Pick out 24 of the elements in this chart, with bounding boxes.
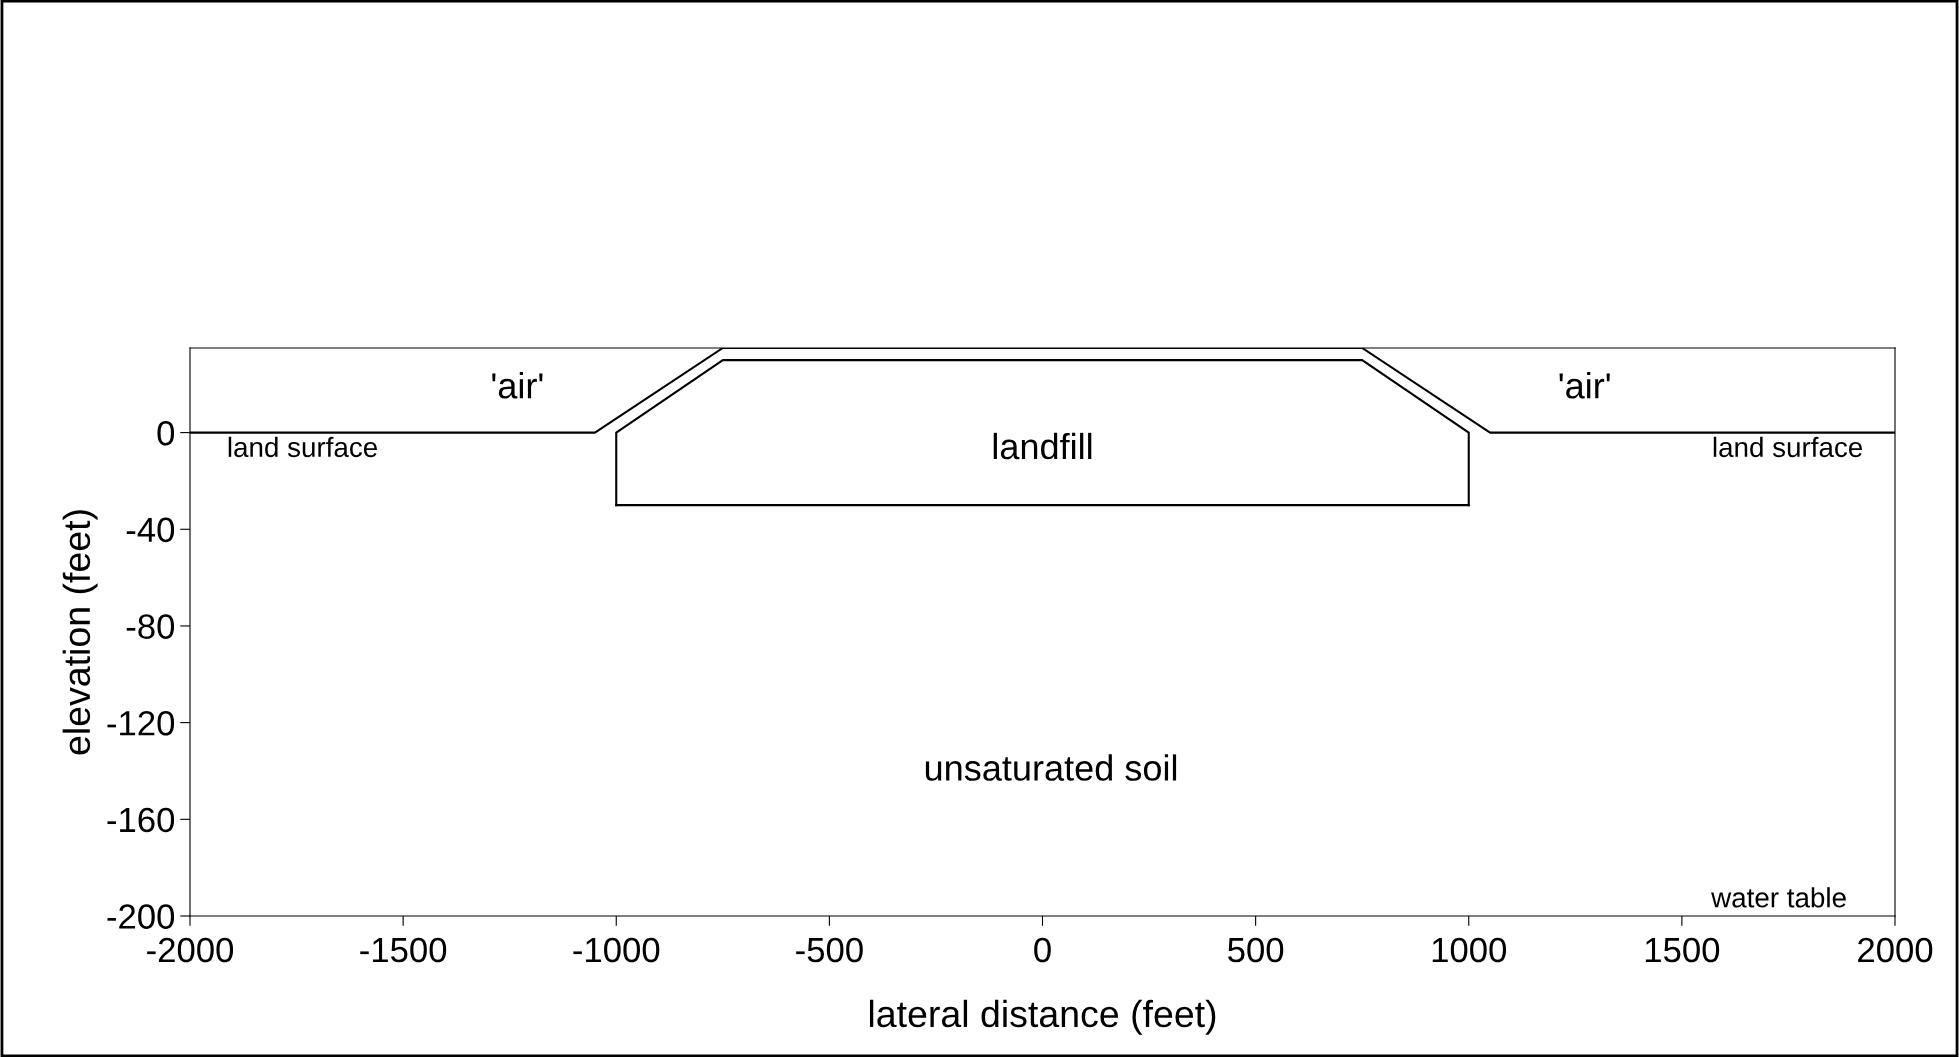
- x-tick-label: 0: [1034, 937, 1051, 963]
- y-tick-label: -40: [126, 517, 175, 543]
- y-tick-label: -120: [107, 710, 175, 736]
- annotation: land surface: [1713, 436, 1863, 458]
- x-tick-label: -2000: [147, 937, 234, 963]
- annotation: unsaturated soil: [925, 754, 1177, 781]
- y-tick-label: 0: [157, 420, 175, 446]
- annotation: landfill: [993, 432, 1092, 460]
- x-tick-label: -1500: [360, 937, 447, 963]
- x-tick-label: 500: [1228, 937, 1284, 963]
- y-tick-label: -160: [107, 807, 175, 833]
- x-tick-label: 1500: [1645, 937, 1720, 963]
- x-axis-title: lateral distance (feet): [869, 999, 1216, 1035]
- annotation: land surface: [228, 436, 377, 458]
- x-tick-label: -1000: [573, 937, 660, 963]
- y-axis-title: elevation (feet): [62, 510, 98, 755]
- y-tick-label: -200: [107, 904, 175, 929]
- annotation: water table: [1711, 887, 1846, 908]
- annotation: 'air': [492, 372, 543, 399]
- annotation: 'air': [1559, 372, 1610, 399]
- x-tick-label: -500: [796, 937, 863, 963]
- x-tick-label: 2000: [1858, 937, 1933, 963]
- x-tick-label: 1000: [1432, 937, 1507, 963]
- y-tick-label: -80: [126, 614, 175, 639]
